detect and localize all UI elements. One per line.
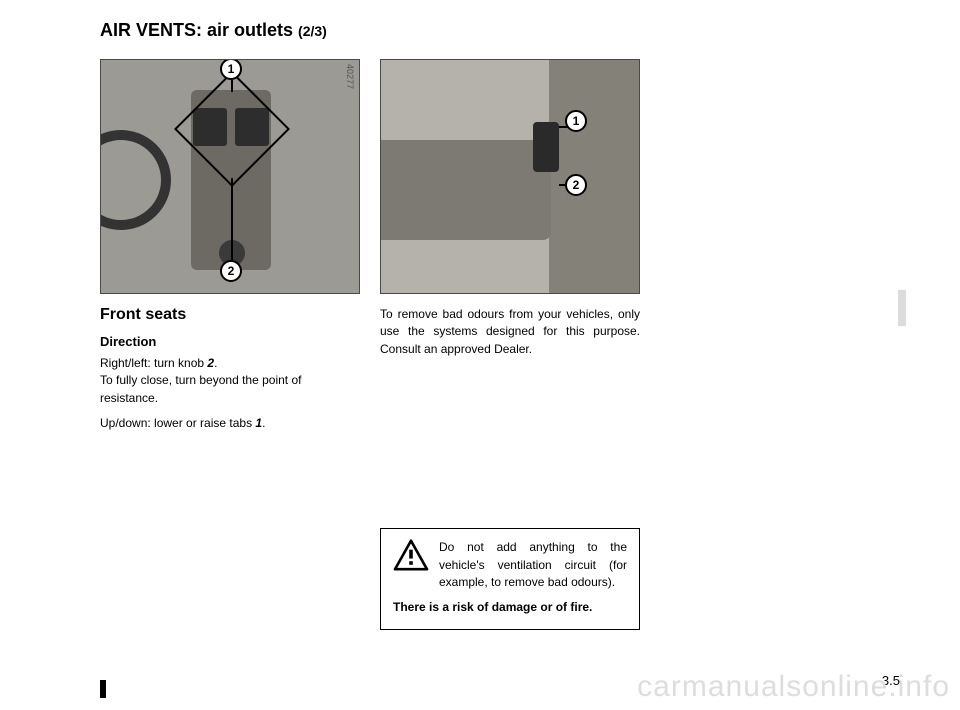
direction-updown: Up/down: lower or raise tabs 1. <box>100 415 360 432</box>
section-tab <box>898 290 906 326</box>
leader-line <box>231 178 233 260</box>
photo-side-vent: 39192 1 2 <box>380 59 640 294</box>
subheading-direction: Direction <box>100 334 360 349</box>
crop-mark <box>100 680 106 698</box>
title-main: AIR VENTS: air outlets <box>100 20 298 40</box>
leader-line <box>231 80 233 92</box>
warning-icon <box>393 539 429 571</box>
door-panel-shape <box>549 60 639 294</box>
column-2: 39192 1 2 To remove bad odours from your… <box>380 59 640 630</box>
callout-1: 1 <box>220 59 242 80</box>
watermark: carmanualsonline.info <box>637 670 950 704</box>
page-title: AIR VENTS: air outlets (2/3) <box>100 20 900 41</box>
page-number: 3.5 <box>882 673 900 688</box>
odour-paragraph: To remove bad odours from your ve­hicles… <box>380 306 640 358</box>
photo-code: 40277 <box>345 64 355 89</box>
callout-2: 2 <box>220 260 242 282</box>
dashboard-side-shape <box>381 140 551 240</box>
steering-wheel-shape <box>100 130 171 230</box>
column-3 <box>660 59 900 630</box>
callout-2: 2 <box>565 174 587 196</box>
heading-front-seats: Front seats <box>100 306 360 324</box>
warning-text-1: Do not add anything to the vehicle's ven… <box>439 539 627 591</box>
column-1: 40277 1 2 Front seats Direction Right/le… <box>100 59 360 630</box>
title-sub: (2/3) <box>298 23 327 39</box>
side-vent-shape <box>533 122 559 172</box>
callout-1: 1 <box>565 110 587 132</box>
warning-text-2: There is a risk of damage or of fire. <box>393 599 627 616</box>
direction-rightleft: Right/left: turn knob 2. To fully close,… <box>100 355 360 407</box>
warning-box: Do not add anything to the vehicle's ven… <box>380 528 640 630</box>
photo-center-console: 40277 1 2 <box>100 59 360 294</box>
